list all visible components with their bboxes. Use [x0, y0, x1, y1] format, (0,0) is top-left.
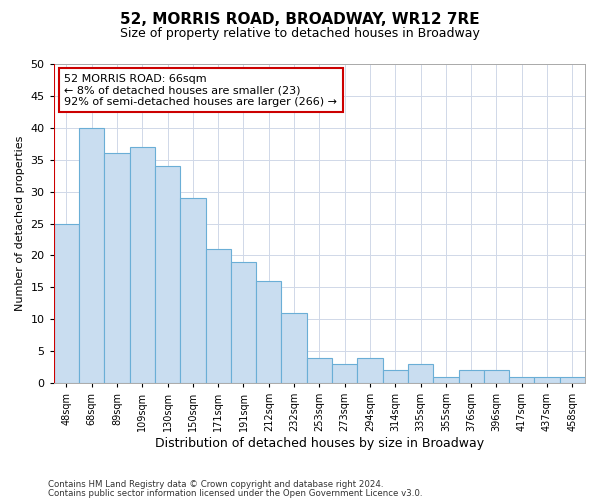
Bar — [433, 376, 458, 383]
Bar — [307, 358, 332, 383]
Text: 52, MORRIS ROAD, BROADWAY, WR12 7RE: 52, MORRIS ROAD, BROADWAY, WR12 7RE — [120, 12, 480, 28]
Text: 52 MORRIS ROAD: 66sqm
← 8% of detached houses are smaller (23)
92% of semi-detac: 52 MORRIS ROAD: 66sqm ← 8% of detached h… — [64, 74, 337, 107]
Bar — [54, 224, 79, 383]
Bar — [332, 364, 358, 383]
Bar — [231, 262, 256, 383]
Bar — [484, 370, 509, 383]
Bar — [560, 376, 585, 383]
Bar — [130, 147, 155, 383]
Bar — [535, 376, 560, 383]
Y-axis label: Number of detached properties: Number of detached properties — [15, 136, 25, 311]
Text: Size of property relative to detached houses in Broadway: Size of property relative to detached ho… — [120, 28, 480, 40]
Text: Contains public sector information licensed under the Open Government Licence v3: Contains public sector information licen… — [48, 488, 422, 498]
Bar — [104, 154, 130, 383]
Bar — [458, 370, 484, 383]
Bar — [155, 166, 180, 383]
Bar — [509, 376, 535, 383]
Bar — [79, 128, 104, 383]
Bar — [281, 313, 307, 383]
Bar — [383, 370, 408, 383]
Bar — [206, 249, 231, 383]
Bar — [358, 358, 383, 383]
X-axis label: Distribution of detached houses by size in Broadway: Distribution of detached houses by size … — [155, 437, 484, 450]
Bar — [180, 198, 206, 383]
Bar — [256, 281, 281, 383]
Bar — [408, 364, 433, 383]
Text: Contains HM Land Registry data © Crown copyright and database right 2024.: Contains HM Land Registry data © Crown c… — [48, 480, 383, 489]
